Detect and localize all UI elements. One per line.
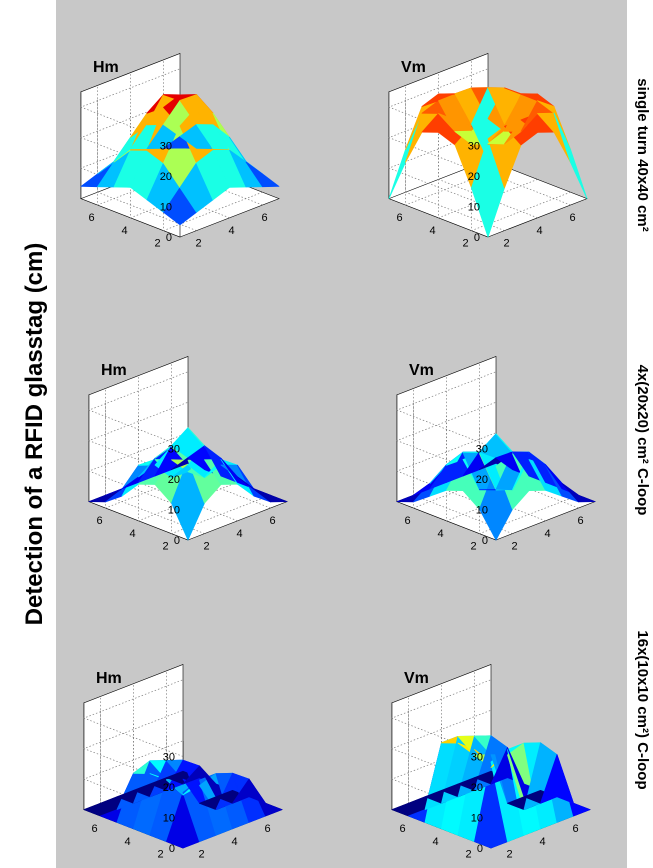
surface-panel-vm: 0 10 20 30 2 4 6 2 4 6 Vm — [388, 53, 588, 250]
y-tick-label: 2 — [162, 541, 168, 553]
z-tick-label: 20 — [476, 474, 488, 486]
x-tick-label: 6 — [572, 823, 578, 835]
z-tick-label: 0 — [482, 535, 488, 547]
y-tick-label: 4 — [432, 836, 438, 848]
surface-patch — [248, 778, 283, 817]
z-tick-label: 30 — [476, 444, 488, 456]
z-tick-label: 10 — [468, 202, 480, 214]
z-tick-label: 30 — [163, 752, 175, 764]
row-label-single-turn: single turn 40x40 cm² — [634, 78, 651, 231]
panel-title-vm: Vm — [404, 670, 429, 687]
y-tick-label: 4 — [121, 225, 127, 237]
surface-panel-vm: 0 10 20 30 2 4 6 2 4 6 Vm — [396, 356, 596, 553]
surface-patch — [556, 754, 591, 817]
y-tick-label: 2 — [465, 849, 471, 861]
y-axis-label: Detection of a RFID glasstag (cm) — [21, 243, 48, 626]
z-gridline — [396, 432, 497, 510]
y-tick-label: 6 — [88, 212, 94, 224]
surface-panel-hm: 0 10 20 30 2 4 6 2 4 6 Hm — [88, 356, 288, 553]
x-tick-label: 6 — [261, 212, 267, 224]
y-gridline — [438, 111, 538, 219]
z-gridline — [396, 371, 497, 449]
z-tick-label: 20 — [468, 171, 480, 183]
x-tick-label: 4 — [228, 225, 234, 237]
x-gridline — [97, 85, 197, 231]
y-tick-label: 6 — [91, 823, 97, 835]
surface-panels: 0102030246246Hm0102030246246Vm0102030246… — [80, 53, 596, 861]
y-tick-label: 6 — [96, 515, 102, 527]
x-tick-label: 2 — [203, 541, 209, 553]
surface-patch — [553, 112, 588, 200]
z-tick-label: 0 — [474, 232, 480, 244]
x-tick-label: 4 — [539, 836, 545, 848]
z-tick-label: 0 — [174, 535, 180, 547]
surface-panel-vm: 0 10 20 30 2 4 6 2 4 6 Vm — [391, 664, 591, 861]
y-tick-label: 2 — [157, 849, 163, 861]
x-tick-label: 6 — [569, 212, 575, 224]
x-tick-label: 4 — [536, 225, 542, 237]
z-tick-label: 0 — [166, 232, 172, 244]
x-tick-label: 4 — [544, 528, 550, 540]
x-tick-label: 2 — [506, 849, 512, 861]
z-gridline — [88, 432, 189, 510]
z-tick-label: 10 — [163, 813, 175, 825]
panel-title-vm: Vm — [409, 362, 434, 379]
z-tick-label: 0 — [477, 843, 483, 855]
z-tick-label: 0 — [169, 843, 175, 855]
x-tick-label: 2 — [511, 541, 517, 553]
panel-title-hm: Hm — [93, 59, 119, 76]
x-tick-label: 6 — [269, 515, 275, 527]
surface-panel-hm: 0 10 20 30 2 4 6 2 4 6 Hm — [83, 664, 283, 861]
y-gridline — [171, 426, 271, 535]
z-tick-label: 20 — [160, 171, 172, 183]
y-tick-label: 2 — [470, 541, 476, 553]
surface-patch — [561, 482, 596, 503]
y-tick-label: 4 — [124, 836, 130, 848]
z-tick-label: 30 — [471, 752, 483, 764]
y-tick-label: 4 — [437, 528, 443, 540]
x-tick-label: 2 — [198, 849, 204, 861]
z-tick-label: 10 — [168, 505, 180, 517]
z-tick-label: 30 — [168, 444, 180, 456]
z-gridline — [88, 371, 189, 449]
x-tick-label: 4 — [236, 528, 242, 540]
panel-title-hm: Hm — [96, 670, 122, 687]
z-tick-label: 10 — [471, 813, 483, 825]
y-tick-label: 6 — [404, 515, 410, 527]
y-tick-label: 6 — [396, 212, 402, 224]
y-tick-label: 2 — [154, 238, 160, 250]
z-tick-label: 20 — [168, 474, 180, 486]
y-tick-label: 4 — [129, 528, 135, 540]
z-gridline — [83, 679, 184, 757]
z-tick-label: 10 — [476, 505, 488, 517]
y-tick-label: 4 — [429, 225, 435, 237]
y-tick-label: 6 — [399, 823, 405, 835]
row-label-16x-c-loop: 16x(10x10 cm²) C-loop — [634, 630, 651, 789]
x-tick-label: 6 — [577, 515, 583, 527]
y-gridline — [163, 123, 263, 232]
z-tick-label: 20 — [471, 782, 483, 794]
surface-patch — [253, 488, 288, 503]
x-tick-label: 2 — [195, 238, 201, 250]
x-gridline — [405, 85, 505, 231]
y-gridline — [479, 426, 579, 535]
y-tick-label: 2 — [462, 238, 468, 250]
x-tick-label: 4 — [231, 836, 237, 848]
row-label-4x-c-loop: 4x(20x20) cm² C-loop — [634, 365, 651, 516]
z-tick-label: 30 — [468, 141, 480, 153]
x-tick-label: 2 — [503, 238, 509, 250]
z-gridline — [388, 98, 489, 177]
z-tick-label: 10 — [160, 202, 172, 214]
z-tick-label: 30 — [160, 141, 172, 153]
surface-panel-hm: 0 10 20 30 2 4 6 2 4 6 Hm — [80, 53, 280, 250]
panel-title-hm: Hm — [101, 362, 127, 379]
surface-patch — [245, 161, 280, 188]
panel-title-vm: Vm — [401, 59, 426, 76]
z-gridline — [388, 129, 489, 207]
y-gridline — [471, 123, 571, 232]
z-tick-label: 20 — [163, 782, 175, 794]
x-tick-label: 6 — [264, 823, 270, 835]
